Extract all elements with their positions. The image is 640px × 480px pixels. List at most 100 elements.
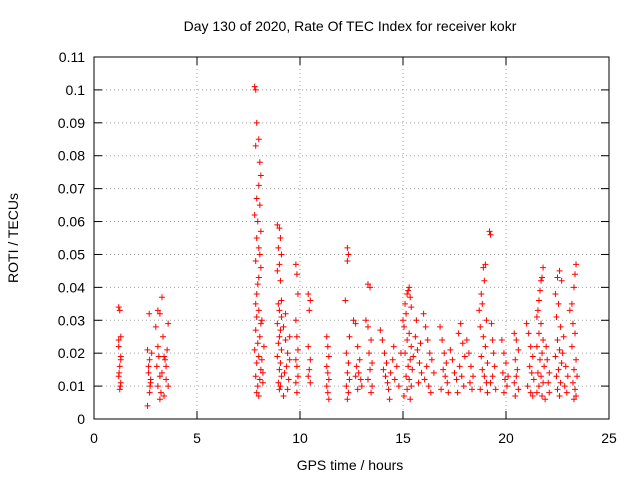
data-point (255, 392, 262, 399)
data-point (380, 366, 387, 373)
data-point (357, 376, 364, 383)
y-tick-label: 0.06 (58, 214, 85, 230)
y-tick-label: 0.02 (58, 345, 85, 361)
data-point (408, 304, 415, 311)
data-point (465, 350, 472, 357)
data-point (251, 211, 258, 218)
data-point (255, 182, 262, 189)
data-point (253, 360, 260, 367)
data-point (421, 376, 428, 383)
data-point (552, 290, 559, 297)
data-point (147, 376, 154, 383)
data-point (556, 267, 563, 274)
data-point (116, 307, 123, 314)
data-point (492, 386, 499, 393)
data-point (161, 392, 168, 399)
data-point (568, 343, 575, 350)
data-point (515, 346, 522, 353)
data-point (115, 304, 122, 311)
data-point (255, 353, 262, 360)
data-point (148, 350, 155, 357)
data-point (438, 386, 445, 393)
data-point (511, 379, 518, 386)
data-point (415, 379, 422, 386)
data-point (512, 392, 519, 399)
data-point (457, 320, 464, 327)
data-point (346, 376, 353, 383)
data-point (325, 376, 332, 383)
data-point (356, 356, 363, 363)
data-point (115, 337, 122, 344)
data-point (538, 277, 545, 284)
data-point (324, 369, 331, 376)
data-point (513, 373, 520, 380)
data-point (278, 251, 285, 258)
data-point (117, 333, 124, 340)
data-point (278, 297, 285, 304)
data-point (420, 310, 427, 317)
data-point (251, 83, 258, 90)
data-point (564, 373, 571, 380)
data-point (364, 376, 371, 383)
data-point (165, 383, 172, 390)
data-point (383, 360, 390, 367)
data-point (117, 383, 124, 390)
data-point (364, 281, 371, 288)
data-point (283, 363, 290, 370)
y-tick-label: 0.07 (58, 181, 85, 197)
data-point (156, 396, 163, 403)
data-point (484, 360, 491, 367)
data-point (401, 392, 408, 399)
data-point (553, 313, 560, 320)
data-point (539, 392, 546, 399)
data-point (387, 369, 394, 376)
data-point (459, 340, 466, 347)
data-point (282, 337, 289, 344)
data-point (574, 373, 581, 380)
data-point (146, 310, 153, 317)
data-point (358, 383, 365, 390)
data-point (352, 320, 359, 327)
data-point (366, 350, 373, 357)
data-point (165, 320, 172, 327)
data-point (453, 376, 460, 383)
data-point (157, 389, 164, 396)
data-point (490, 350, 497, 357)
data-point (556, 392, 563, 399)
data-point (254, 281, 261, 288)
x-tick-label: 0 (90, 430, 98, 446)
data-point (413, 317, 420, 324)
data-point (146, 389, 153, 396)
data-point (323, 333, 330, 340)
data-point (342, 297, 349, 304)
data-point (455, 330, 462, 337)
data-point (307, 379, 314, 386)
data-point (391, 376, 398, 383)
data-point (546, 369, 553, 376)
data-point (412, 333, 419, 340)
data-point (390, 343, 397, 350)
data-point (252, 373, 259, 380)
data-point (353, 363, 360, 370)
data-point (260, 343, 267, 350)
data-point (253, 119, 260, 126)
data-point (305, 373, 312, 380)
data-point (573, 261, 580, 268)
data-point (530, 376, 537, 383)
y-tick-label: 0.11 (59, 49, 85, 65)
data-point (116, 363, 123, 370)
x-axis-label: GPS time / hours (297, 457, 404, 473)
data-point (487, 379, 494, 386)
data-point (403, 373, 410, 380)
data-point (145, 369, 152, 376)
data-point (437, 323, 444, 330)
data-point (275, 300, 282, 307)
data-point (478, 290, 485, 297)
data-point (423, 363, 430, 370)
data-point (402, 350, 409, 357)
data-point (354, 343, 361, 350)
data-point (560, 333, 567, 340)
data-point (325, 396, 332, 403)
data-point (499, 369, 506, 376)
data-point (294, 373, 301, 380)
